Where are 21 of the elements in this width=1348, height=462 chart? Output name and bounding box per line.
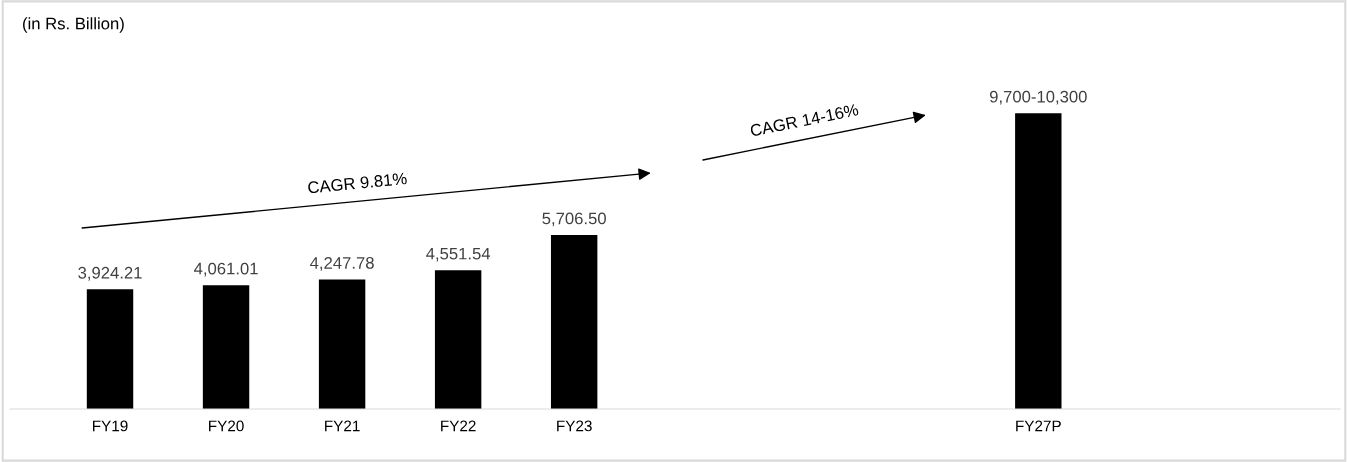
bar — [202, 285, 250, 409]
bar — [434, 270, 482, 409]
bar — [550, 235, 598, 409]
data-label: 5,706.50 — [542, 212, 606, 227]
bar — [318, 279, 366, 409]
data-label: 4,551.54 — [426, 247, 491, 262]
x-tick-label: FY21 — [325, 420, 360, 432]
x-tick-label: FY20 — [209, 420, 244, 432]
bar — [1015, 113, 1062, 409]
bar — [86, 289, 134, 409]
data-label: 9,700-10,300 — [989, 90, 1087, 105]
annotation: CAGR 14-16% — [749, 103, 859, 137]
data-label: 3,924.21 — [78, 266, 142, 281]
x-tick-label: FY19 — [93, 420, 128, 432]
annotation: CAGR 9.81% — [307, 172, 408, 194]
x-tick-label: FY27P — [1016, 420, 1061, 432]
x-tick-label: FY22 — [441, 420, 476, 432]
x-tick-label: FY23 — [557, 420, 592, 432]
chart-subtitle: (in Rs. Billion) — [23, 17, 124, 33]
data-label: 4,061.01 — [194, 262, 258, 277]
data-label: 4,247.78 — [310, 256, 374, 271]
